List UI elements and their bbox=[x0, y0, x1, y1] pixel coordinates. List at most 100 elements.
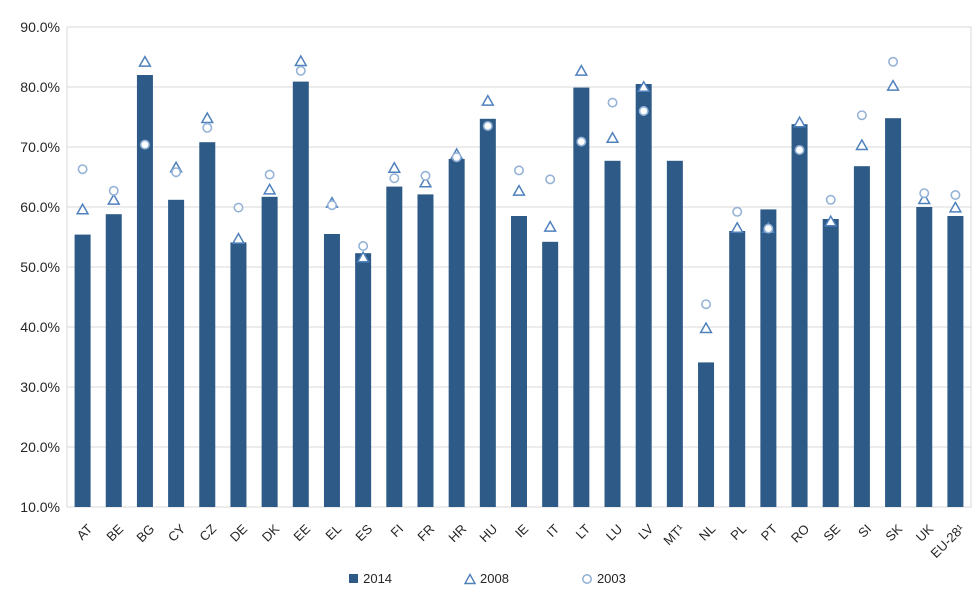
marker-2003-EL bbox=[326, 200, 337, 211]
marker-2003-SK bbox=[888, 56, 899, 67]
bar-IT bbox=[542, 241, 559, 508]
marker-2003-EU-28¹ bbox=[950, 190, 961, 201]
y-tick-label: 10.0% bbox=[20, 499, 60, 515]
marker-2003-RO bbox=[794, 145, 805, 156]
marker-2003-DK bbox=[264, 169, 275, 180]
bar-SI bbox=[853, 166, 870, 507]
bar-EE bbox=[292, 81, 309, 507]
bar-FR bbox=[417, 194, 434, 507]
marker-2008-AT bbox=[75, 202, 90, 215]
marker-2008-LV bbox=[637, 80, 651, 93]
marker-2003-HU bbox=[482, 121, 493, 132]
circle-outline-icon bbox=[581, 573, 593, 585]
bar-LV bbox=[635, 84, 652, 507]
marker-2003-LT bbox=[576, 136, 587, 147]
marker-2003-IE bbox=[513, 165, 524, 176]
legend: 2014 2008 2003 bbox=[0, 571, 974, 586]
marker-2003-ES bbox=[358, 241, 369, 252]
marker-2008-FI bbox=[387, 161, 401, 174]
marker-2003-BG bbox=[139, 139, 150, 150]
bar-MT¹ bbox=[666, 160, 683, 508]
marker-2008-IE bbox=[512, 184, 526, 196]
y-tick-label: 70.0% bbox=[20, 139, 60, 155]
marker-2008-SE bbox=[824, 214, 838, 227]
bar-LT bbox=[573, 87, 590, 507]
marker-2003-BE bbox=[108, 185, 119, 196]
marker-2008-LT bbox=[574, 64, 589, 76]
bar-NL bbox=[698, 362, 715, 507]
marker-2008-SI bbox=[855, 138, 869, 151]
marker-2008-BG bbox=[138, 55, 152, 67]
bar-CY bbox=[168, 199, 185, 508]
marker-2008-LU bbox=[605, 131, 620, 144]
marker-2008-IT bbox=[543, 220, 557, 232]
marker-2003-FR bbox=[420, 170, 431, 181]
y-tick-label: 20.0% bbox=[20, 439, 60, 455]
bar-SE bbox=[822, 219, 839, 507]
legend-item-2014: 2014 bbox=[348, 571, 392, 586]
marker-2003-HR bbox=[451, 152, 462, 163]
y-tick-label: 80.0% bbox=[20, 79, 60, 95]
marker-2003-AT bbox=[77, 164, 88, 175]
marker-2003-NL bbox=[701, 299, 712, 310]
marker-2008-EE bbox=[294, 54, 308, 67]
marker-2003-SI bbox=[856, 110, 867, 121]
marker-2003-CY bbox=[171, 167, 182, 178]
triangle-outline-icon bbox=[463, 572, 477, 585]
bar-SK bbox=[885, 118, 902, 507]
legend-label: 2014 bbox=[363, 571, 393, 586]
bar-EU-28¹ bbox=[947, 216, 964, 507]
bar-RO bbox=[791, 124, 808, 507]
marker-2008-HU bbox=[481, 94, 495, 106]
bar-BG bbox=[136, 75, 153, 507]
y-tick-label: 60.0% bbox=[20, 199, 60, 215]
bar-UK bbox=[916, 207, 933, 507]
marker-2003-EE bbox=[295, 65, 306, 76]
bar-ES bbox=[355, 253, 372, 507]
marker-2008-CZ bbox=[200, 111, 214, 124]
marker-2003-SE bbox=[825, 194, 836, 205]
legend-item-2003: 2003 bbox=[581, 571, 626, 586]
bar-PT bbox=[760, 209, 777, 507]
bar-HU bbox=[479, 118, 496, 508]
bar-DE bbox=[230, 242, 247, 507]
marker-2003-UK bbox=[919, 188, 930, 199]
marker-2008-PL bbox=[730, 221, 744, 234]
marker-2008-BE bbox=[107, 193, 121, 205]
bar-IE bbox=[511, 216, 527, 507]
marker-2008-DE bbox=[231, 232, 246, 244]
bar-BE bbox=[105, 214, 122, 507]
bar-CZ bbox=[199, 142, 216, 507]
marker-2003-CZ bbox=[202, 122, 213, 133]
marker-2008-EU-28¹ bbox=[948, 200, 963, 213]
bar-AT bbox=[74, 234, 91, 507]
legend-label: 2008 bbox=[480, 571, 509, 586]
bar-HR bbox=[448, 159, 465, 507]
marker-2008-UK bbox=[917, 192, 931, 205]
bar-PL bbox=[729, 231, 746, 507]
y-tick-label: 40.0% bbox=[20, 319, 60, 335]
marker-2003-DE bbox=[233, 202, 244, 213]
y-tick-label: 50.0% bbox=[20, 259, 60, 275]
marker-2003-LU bbox=[607, 97, 618, 108]
bar-FI bbox=[386, 186, 403, 507]
marker-2008-NL bbox=[699, 321, 713, 334]
marker-2008-RO bbox=[792, 115, 807, 128]
legend-item-2008: 2008 bbox=[463, 571, 509, 586]
bar-EL bbox=[323, 234, 340, 507]
marker-2003-PT bbox=[763, 223, 774, 234]
marker-2008-ES bbox=[356, 250, 370, 263]
y-tick-label: 90.0% bbox=[20, 19, 60, 35]
bar-LU bbox=[604, 160, 621, 508]
y-tick-label: 30.0% bbox=[20, 379, 60, 395]
legend-label: 2003 bbox=[596, 571, 626, 586]
marker-2008-FR bbox=[418, 175, 433, 188]
marker-2008-SK bbox=[886, 79, 900, 91]
marker-2003-FI bbox=[389, 173, 400, 184]
marker-2003-IT bbox=[545, 174, 556, 185]
square-filled-icon bbox=[348, 573, 359, 584]
marker-2008-DK bbox=[262, 182, 277, 195]
bar-DK bbox=[261, 196, 278, 508]
